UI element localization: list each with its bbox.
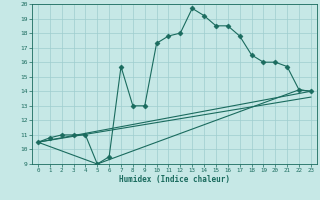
X-axis label: Humidex (Indice chaleur): Humidex (Indice chaleur) <box>119 175 230 184</box>
